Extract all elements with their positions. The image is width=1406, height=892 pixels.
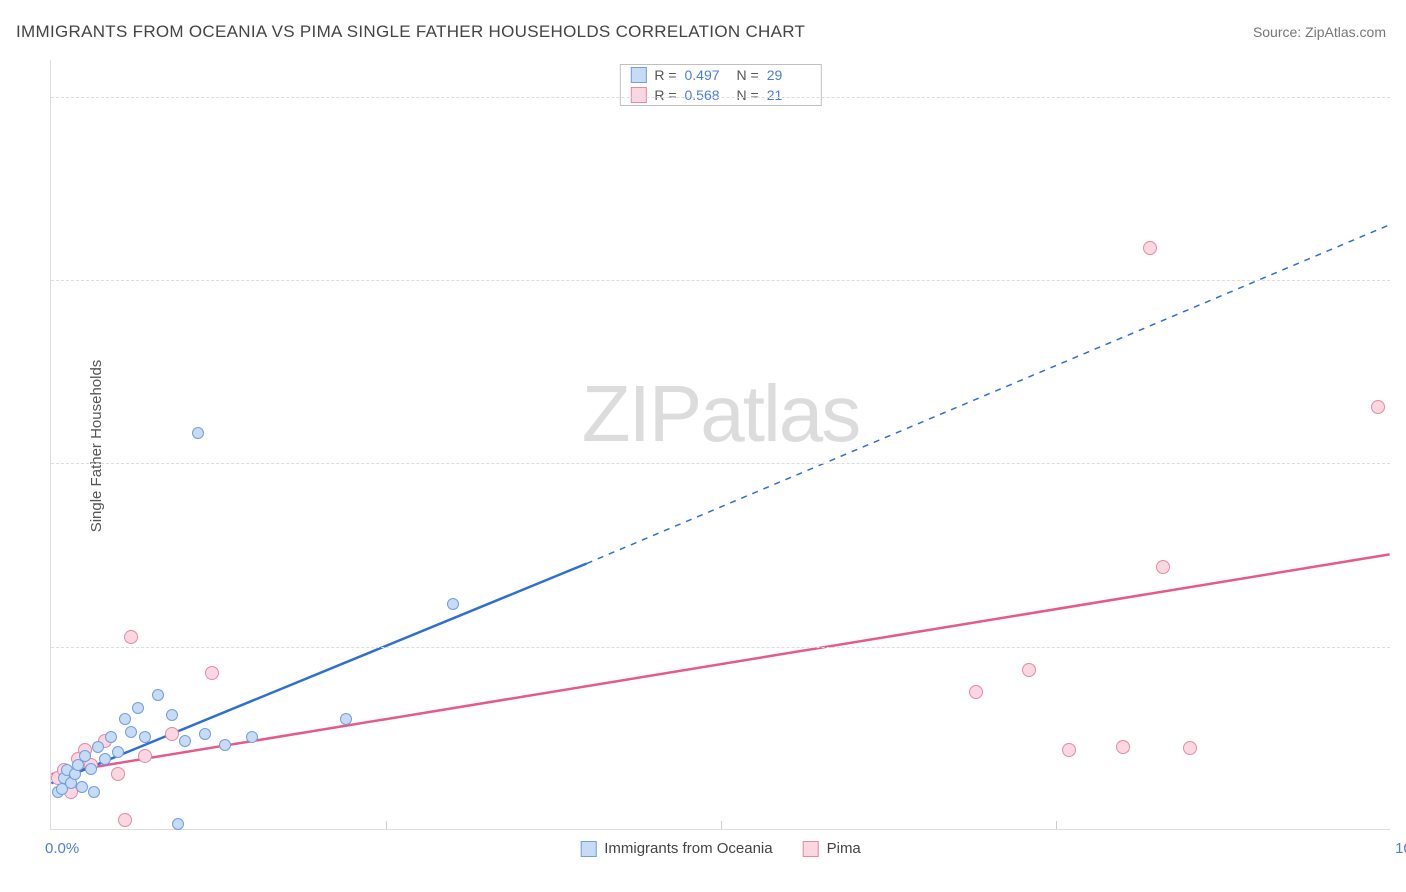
legend-n-value: 29	[767, 67, 811, 83]
scatter-point-blue	[105, 731, 117, 743]
series-legend-item: Pima	[803, 840, 861, 857]
scatter-point-blue	[79, 750, 91, 762]
scatter-point-blue	[340, 713, 352, 725]
watermark-bold: ZIP	[582, 369, 700, 458]
series-legend-item: Immigrants from Oceania	[580, 840, 772, 857]
scatter-point-blue	[172, 818, 184, 830]
trend-line	[587, 225, 1390, 564]
scatter-point-pink	[1116, 740, 1130, 754]
correlation-legend: R = 0.497 N = 29 R = 0.568 N = 21	[619, 64, 821, 106]
scatter-point-pink	[138, 749, 152, 763]
legend-r-label: R =	[654, 87, 676, 103]
watermark: ZIPatlas	[582, 368, 859, 460]
scatter-point-blue	[139, 731, 151, 743]
scatter-point-blue	[125, 726, 137, 738]
series-legend-label: Immigrants from Oceania	[604, 840, 772, 857]
scatter-point-blue	[447, 598, 459, 610]
x-tick-mark	[386, 821, 387, 829]
scatter-point-pink	[969, 685, 983, 699]
scatter-point-blue	[92, 741, 104, 753]
scatter-point-blue	[192, 427, 204, 439]
gridline-h	[51, 647, 1390, 648]
legend-r-value: 0.568	[685, 87, 729, 103]
x-tick-mark	[1056, 821, 1057, 829]
plot-area: ZIPatlas R =0.497N =29R =0.568N =21 Immi…	[50, 60, 1390, 830]
scatter-point-pink	[1371, 400, 1385, 414]
scatter-point-blue	[246, 731, 258, 743]
scatter-point-pink	[205, 666, 219, 680]
gridline-h	[51, 280, 1390, 281]
x-tick-mark	[721, 821, 722, 829]
source-attribution: Source: ZipAtlas.com	[1253, 24, 1386, 40]
scatter-point-blue	[85, 763, 97, 775]
x-tick-label: 0.0%	[45, 840, 79, 857]
scatter-point-blue	[219, 739, 231, 751]
legend-swatch-blue	[580, 841, 596, 857]
gridline-h	[51, 463, 1390, 464]
legend-n-value: 21	[767, 87, 811, 103]
x-tick-label: 100.0%	[1395, 840, 1406, 857]
trend-lines-layer	[51, 60, 1390, 829]
scatter-point-pink	[111, 767, 125, 781]
scatter-point-pink	[1022, 663, 1036, 677]
scatter-point-blue	[132, 702, 144, 714]
trend-line	[51, 564, 586, 784]
scatter-point-blue	[112, 746, 124, 758]
gridline-h	[51, 97, 1390, 98]
scatter-point-pink	[118, 813, 132, 827]
correlation-legend-row: R = 0.568 N = 21	[620, 85, 820, 105]
legend-swatch-pink	[630, 87, 646, 103]
scatter-point-pink	[124, 630, 138, 644]
series-legend-label: Pima	[827, 840, 861, 857]
chart-title: IMMIGRANTS FROM OCEANIA VS PIMA SINGLE F…	[16, 22, 805, 42]
legend-n-label: N =	[737, 87, 759, 103]
scatter-point-blue	[199, 728, 211, 740]
scatter-point-blue	[99, 753, 111, 765]
legend-swatch-pink	[803, 841, 819, 857]
scatter-point-blue	[152, 689, 164, 701]
legend-r-value: 0.497	[685, 67, 729, 83]
scatter-point-pink	[1156, 560, 1170, 574]
legend-swatch-blue	[630, 67, 646, 83]
legend-n-label: N =	[737, 67, 759, 83]
scatter-point-pink	[1062, 743, 1076, 757]
scatter-point-blue	[119, 713, 131, 725]
scatter-point-pink	[1183, 741, 1197, 755]
scatter-point-blue	[166, 709, 178, 721]
scatter-point-pink	[1143, 241, 1157, 255]
watermark-light: atlas	[700, 369, 859, 458]
correlation-legend-row: R = 0.497 N = 29	[620, 65, 820, 85]
scatter-point-blue	[88, 786, 100, 798]
scatter-point-pink	[165, 727, 179, 741]
scatter-point-blue	[179, 735, 191, 747]
legend-r-label: R =	[654, 67, 676, 83]
scatter-point-blue	[76, 781, 88, 793]
series-legend: Immigrants from Oceania Pima	[580, 840, 861, 857]
